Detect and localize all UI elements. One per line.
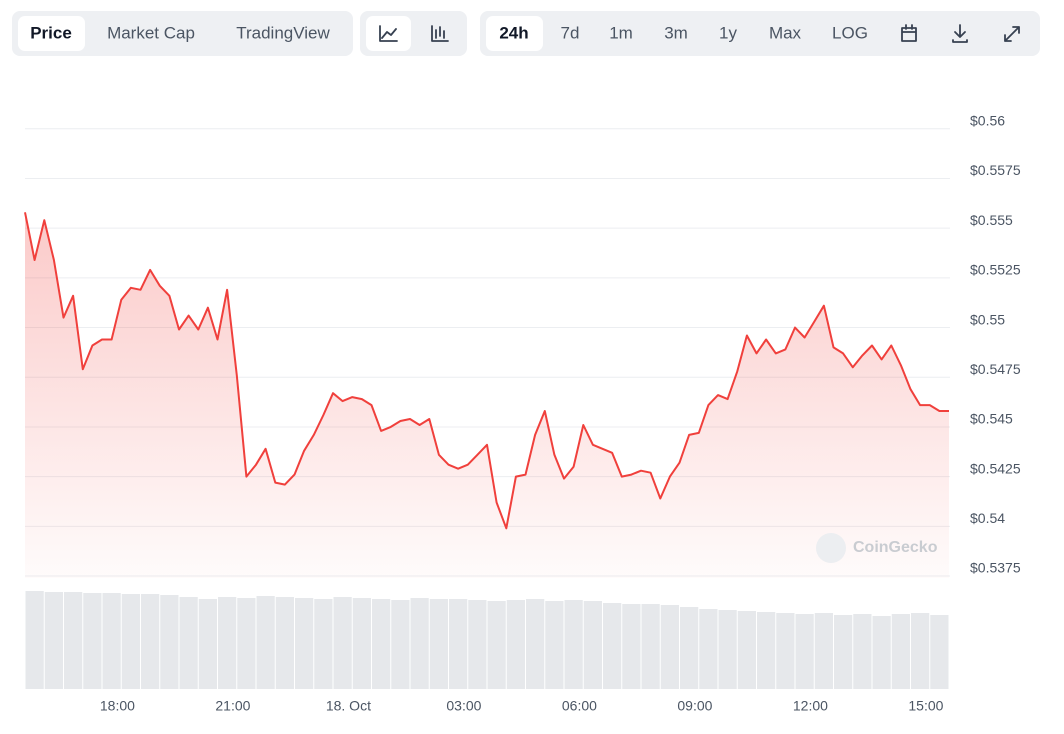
volume-bar [410,598,429,689]
tab[interactable]: Market Cap [107,23,195,42]
range[interactable]: 24h [499,23,528,42]
volume-bar [121,594,140,689]
range-group [480,11,1040,56]
volume-bar [506,600,525,689]
tab[interactable]: TradingView [236,23,330,42]
calendar-icon[interactable] [901,24,917,42]
volume-bar [718,610,737,689]
volume-bar [660,605,679,689]
x-tick-label: 18. Oct [326,698,371,714]
volume-bar [237,598,256,689]
price-line [24,212,949,530]
y-tick-label: $0.56 [970,113,1005,129]
y-tick-label: $0.5575 [970,162,1021,178]
y-tick-label: $0.5525 [970,262,1021,278]
volume-bar [468,600,487,689]
volume-bar [930,615,949,689]
volume-bar [526,599,545,689]
y-tick-label: $0.555 [970,212,1013,228]
y-tick-label: $0.5425 [970,460,1021,476]
volume-bar [179,597,198,689]
volume-bar [641,604,660,689]
volume-bar [25,591,44,689]
y-tick-label: $0.5475 [970,361,1021,377]
volume-bar [198,599,217,689]
range[interactable]: 1y [719,23,737,42]
x-tick-label: 06:00 [562,698,597,714]
volume-bar [372,599,391,689]
volume-bar [737,611,756,689]
volume-bar [102,593,121,689]
x-tick-label: 09:00 [677,698,712,714]
range[interactable]: 7d [561,23,580,42]
volume-bar [814,613,833,689]
x-tick-label: 21:00 [215,698,250,714]
x-tick-label: 12:00 [793,698,828,714]
range[interactable]: 1m [609,23,633,42]
price-area [25,212,949,579]
y-tick-label: $0.545 [970,411,1013,427]
volume-bar [429,599,448,689]
volume-bar [795,614,814,689]
y-tick-label: $0.54 [970,510,1005,526]
volume-bar [911,613,930,689]
volume-bar [333,597,352,689]
tab-active[interactable] [18,16,85,51]
volume-bar [83,593,102,689]
volume-bar [391,600,410,689]
volume-bar [776,613,795,689]
volume-bar [218,597,237,689]
x-tick-label: 18:00 [100,698,135,714]
volume-bar [487,601,506,689]
log-toggle[interactable]: LOG [832,23,868,42]
expand-icon[interactable] [1004,26,1020,42]
volume-bar [64,592,83,689]
volume-bar [256,596,275,689]
volume-bar [853,614,872,689]
volume-bar [545,601,564,689]
volume-bar [449,599,468,689]
volume-bar [872,616,891,689]
y-tick-label: $0.55 [970,311,1005,327]
tab-group [12,11,353,56]
volume-bar [314,599,333,689]
tab[interactable]: Price [30,23,72,42]
volume-bar [275,597,294,689]
volume-bar [603,603,622,689]
y-tick-label: $0.5375 [970,560,1021,576]
volume-bar [699,609,718,689]
range-active[interactable] [486,16,543,51]
volume-bar [564,600,583,689]
volume-bar [352,598,371,689]
volume-bar [295,598,314,689]
x-tick-label: 15:00 [908,698,943,714]
x-tick-label: 03:00 [446,698,481,714]
volume-bar [44,592,63,689]
download-icon[interactable] [952,24,968,43]
range[interactable]: 3m [664,23,688,42]
watermark-logo [816,533,846,563]
volume-bar [757,612,776,689]
watermark: CoinGecko [853,539,938,556]
line-icon [379,25,398,42]
volume-bar [160,595,179,689]
volume-bar [680,607,699,689]
volume-bar [834,615,853,689]
volume-bar [141,594,160,689]
volume-bar [891,614,910,689]
candle-icon[interactable] [431,25,449,42]
volume-bar [583,601,602,689]
volume-bar [622,604,641,689]
range[interactable]: Max [769,23,802,42]
